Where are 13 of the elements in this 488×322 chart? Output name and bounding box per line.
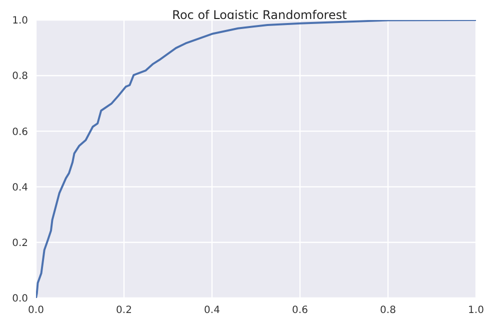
y-tick-label: 0.2: [12, 238, 28, 249]
x-tick-label: 0.2: [116, 305, 132, 316]
y-tick-label: 0.6: [12, 126, 28, 138]
x-tick-label: 0.0: [28, 305, 44, 316]
x-tick-label: 0.6: [292, 305, 308, 316]
x-tick-label: 0.8: [380, 305, 396, 316]
y-tick-label: 0.4: [12, 182, 28, 194]
chart-title: Roc of Logistic Randomforest: [171, 8, 348, 22]
x-tick-label: 1.0: [468, 305, 484, 316]
y-tick-label: 1.0: [12, 16, 28, 27]
x-tick-label: 0.4: [204, 305, 220, 316]
y-tick-label: 0.8: [12, 71, 28, 82]
y-tick-label: 0.0: [12, 294, 28, 305]
